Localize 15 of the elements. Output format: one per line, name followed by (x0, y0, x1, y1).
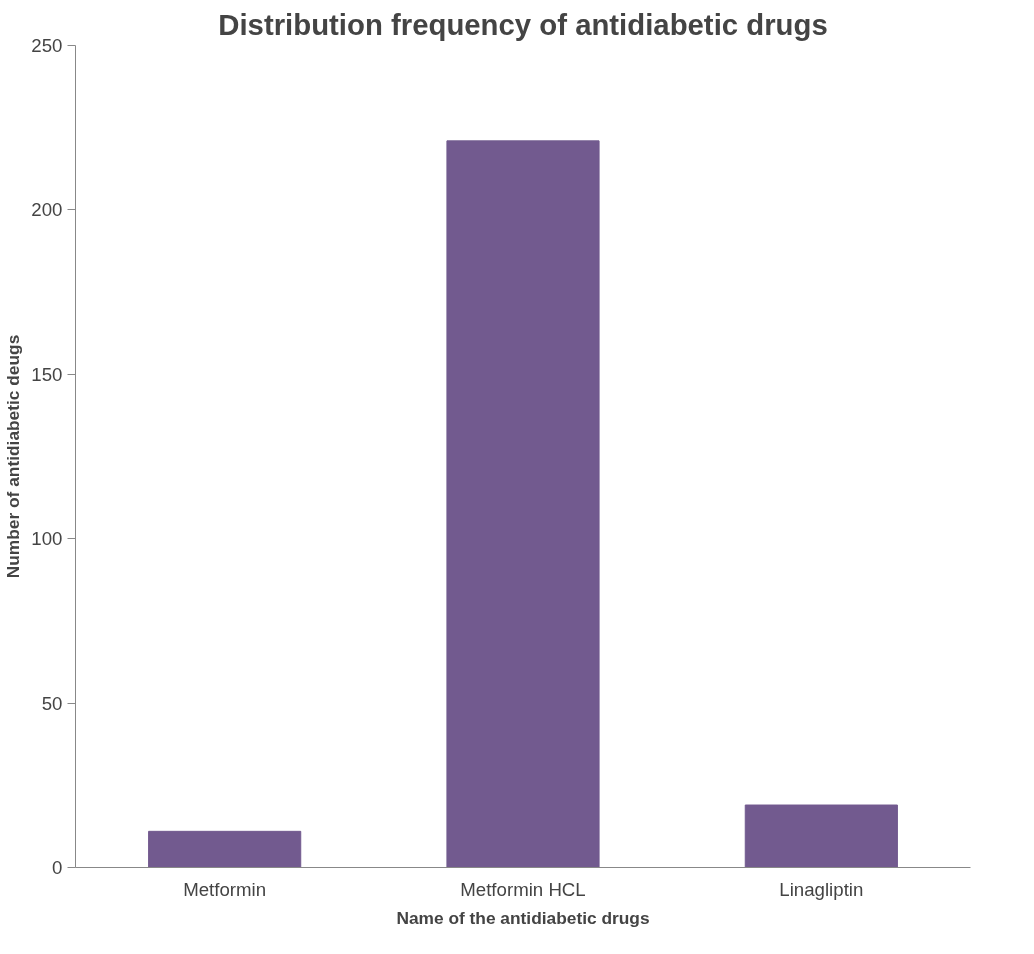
y-tick-label: 50 (41, 692, 63, 714)
x-axis-title: Name of the antidiabetic drugs (396, 907, 650, 928)
bar (446, 140, 600, 868)
y-tick-label: 150 (31, 363, 63, 385)
y-tick-label: 0 (52, 857, 63, 878)
y-tick-label: 200 (31, 199, 63, 221)
x-tick-label: Metformin (183, 878, 267, 900)
y-tick-label: 250 (31, 35, 63, 56)
y-tick-label: 100 (31, 528, 63, 550)
y-axis-title: Number of antidiabetic deugs (3, 334, 24, 579)
bar (744, 804, 898, 868)
chart-title: Distribution frequency of antidiabetic drugs (218, 7, 828, 41)
x-tick-label: Linagliptin (779, 878, 864, 900)
bar (148, 830, 302, 868)
x-tick-label: Metformin HCL (460, 878, 586, 900)
